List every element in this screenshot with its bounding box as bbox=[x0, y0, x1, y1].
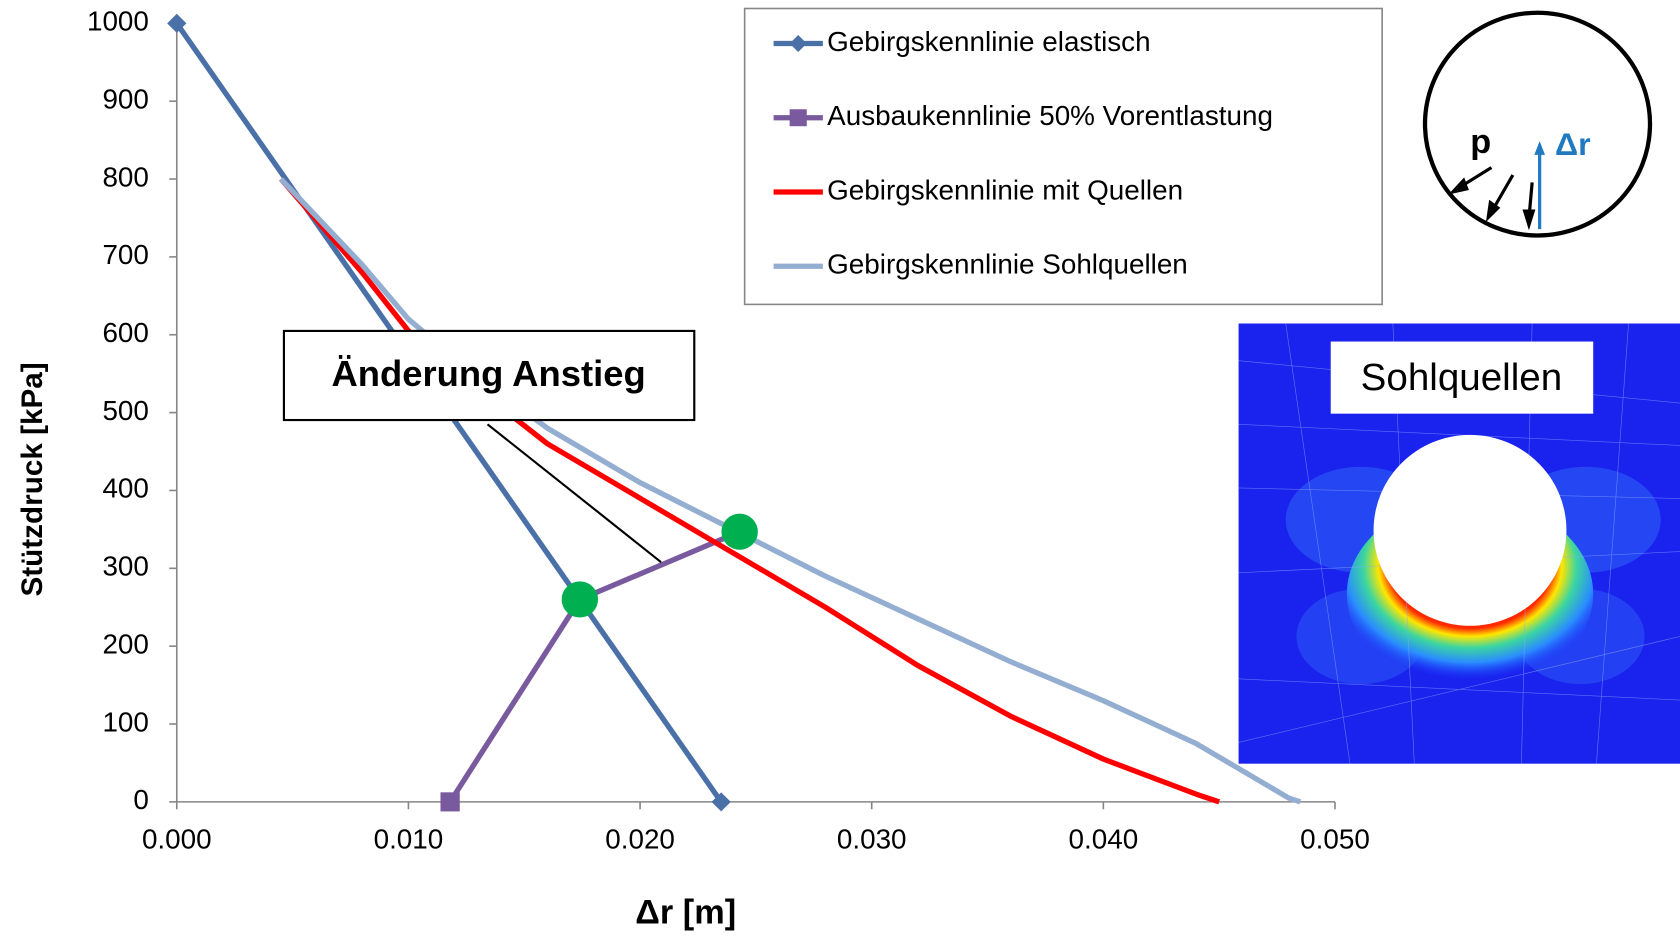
y-tick-label: 0 bbox=[133, 784, 148, 815]
annotation: Änderung Anstieg bbox=[331, 353, 645, 394]
inset-label: Sohlquellen bbox=[1361, 356, 1563, 399]
y-tick-label: 900 bbox=[102, 84, 148, 115]
y-tick-label: 100 bbox=[102, 706, 148, 737]
y-tick-label: 700 bbox=[102, 239, 148, 270]
highlight-point bbox=[562, 581, 598, 617]
x-tick-label: 0.020 bbox=[605, 824, 675, 855]
x-tick-label: 0.040 bbox=[1069, 824, 1139, 855]
page: Sohlquellen p Δr Stützdruck [kPa] Δr [m]… bbox=[0, 0, 1680, 944]
y-axis-title: Stützdruck [kPa] bbox=[16, 362, 49, 596]
inset-image: Sohlquellen bbox=[1239, 324, 1680, 764]
inset-sketch: p Δr bbox=[1425, 13, 1650, 236]
y-tick-label: 500 bbox=[102, 395, 148, 426]
x-tick-label: 0.030 bbox=[837, 824, 907, 855]
sketch-p-label: p bbox=[1470, 123, 1491, 161]
legend-label: Gebirgskennlinie elastisch bbox=[827, 26, 1150, 57]
marker bbox=[440, 792, 459, 811]
y-tick-label: 400 bbox=[102, 473, 148, 504]
y-tick-label: 1000 bbox=[87, 6, 149, 37]
y-tick-label: 800 bbox=[102, 161, 148, 192]
series-line bbox=[450, 532, 740, 802]
y-tick-label: 600 bbox=[102, 317, 148, 348]
x-tick-label: 0.010 bbox=[374, 824, 444, 855]
sketch-dr-label: Δr bbox=[1555, 126, 1591, 162]
marker bbox=[790, 109, 807, 126]
legend-label: Ausbaukennlinie 50% Vorentlastung bbox=[827, 100, 1273, 131]
y-tick-label: 300 bbox=[102, 551, 148, 582]
legend-label: Gebirgskennlinie Sohlquellen bbox=[827, 249, 1188, 280]
x-tick-label: 0.000 bbox=[142, 824, 212, 855]
legend-label: Gebirgskennlinie mit Quellen bbox=[827, 174, 1183, 205]
x-tick-label: 0.050 bbox=[1300, 824, 1370, 855]
highlight-point bbox=[721, 514, 757, 550]
x-axis-title: Δr [m] bbox=[635, 893, 736, 931]
chart: Sohlquellen p Δr Stützdruck [kPa] Δr [m]… bbox=[0, 0, 1680, 944]
y-tick-label: 200 bbox=[102, 629, 148, 660]
